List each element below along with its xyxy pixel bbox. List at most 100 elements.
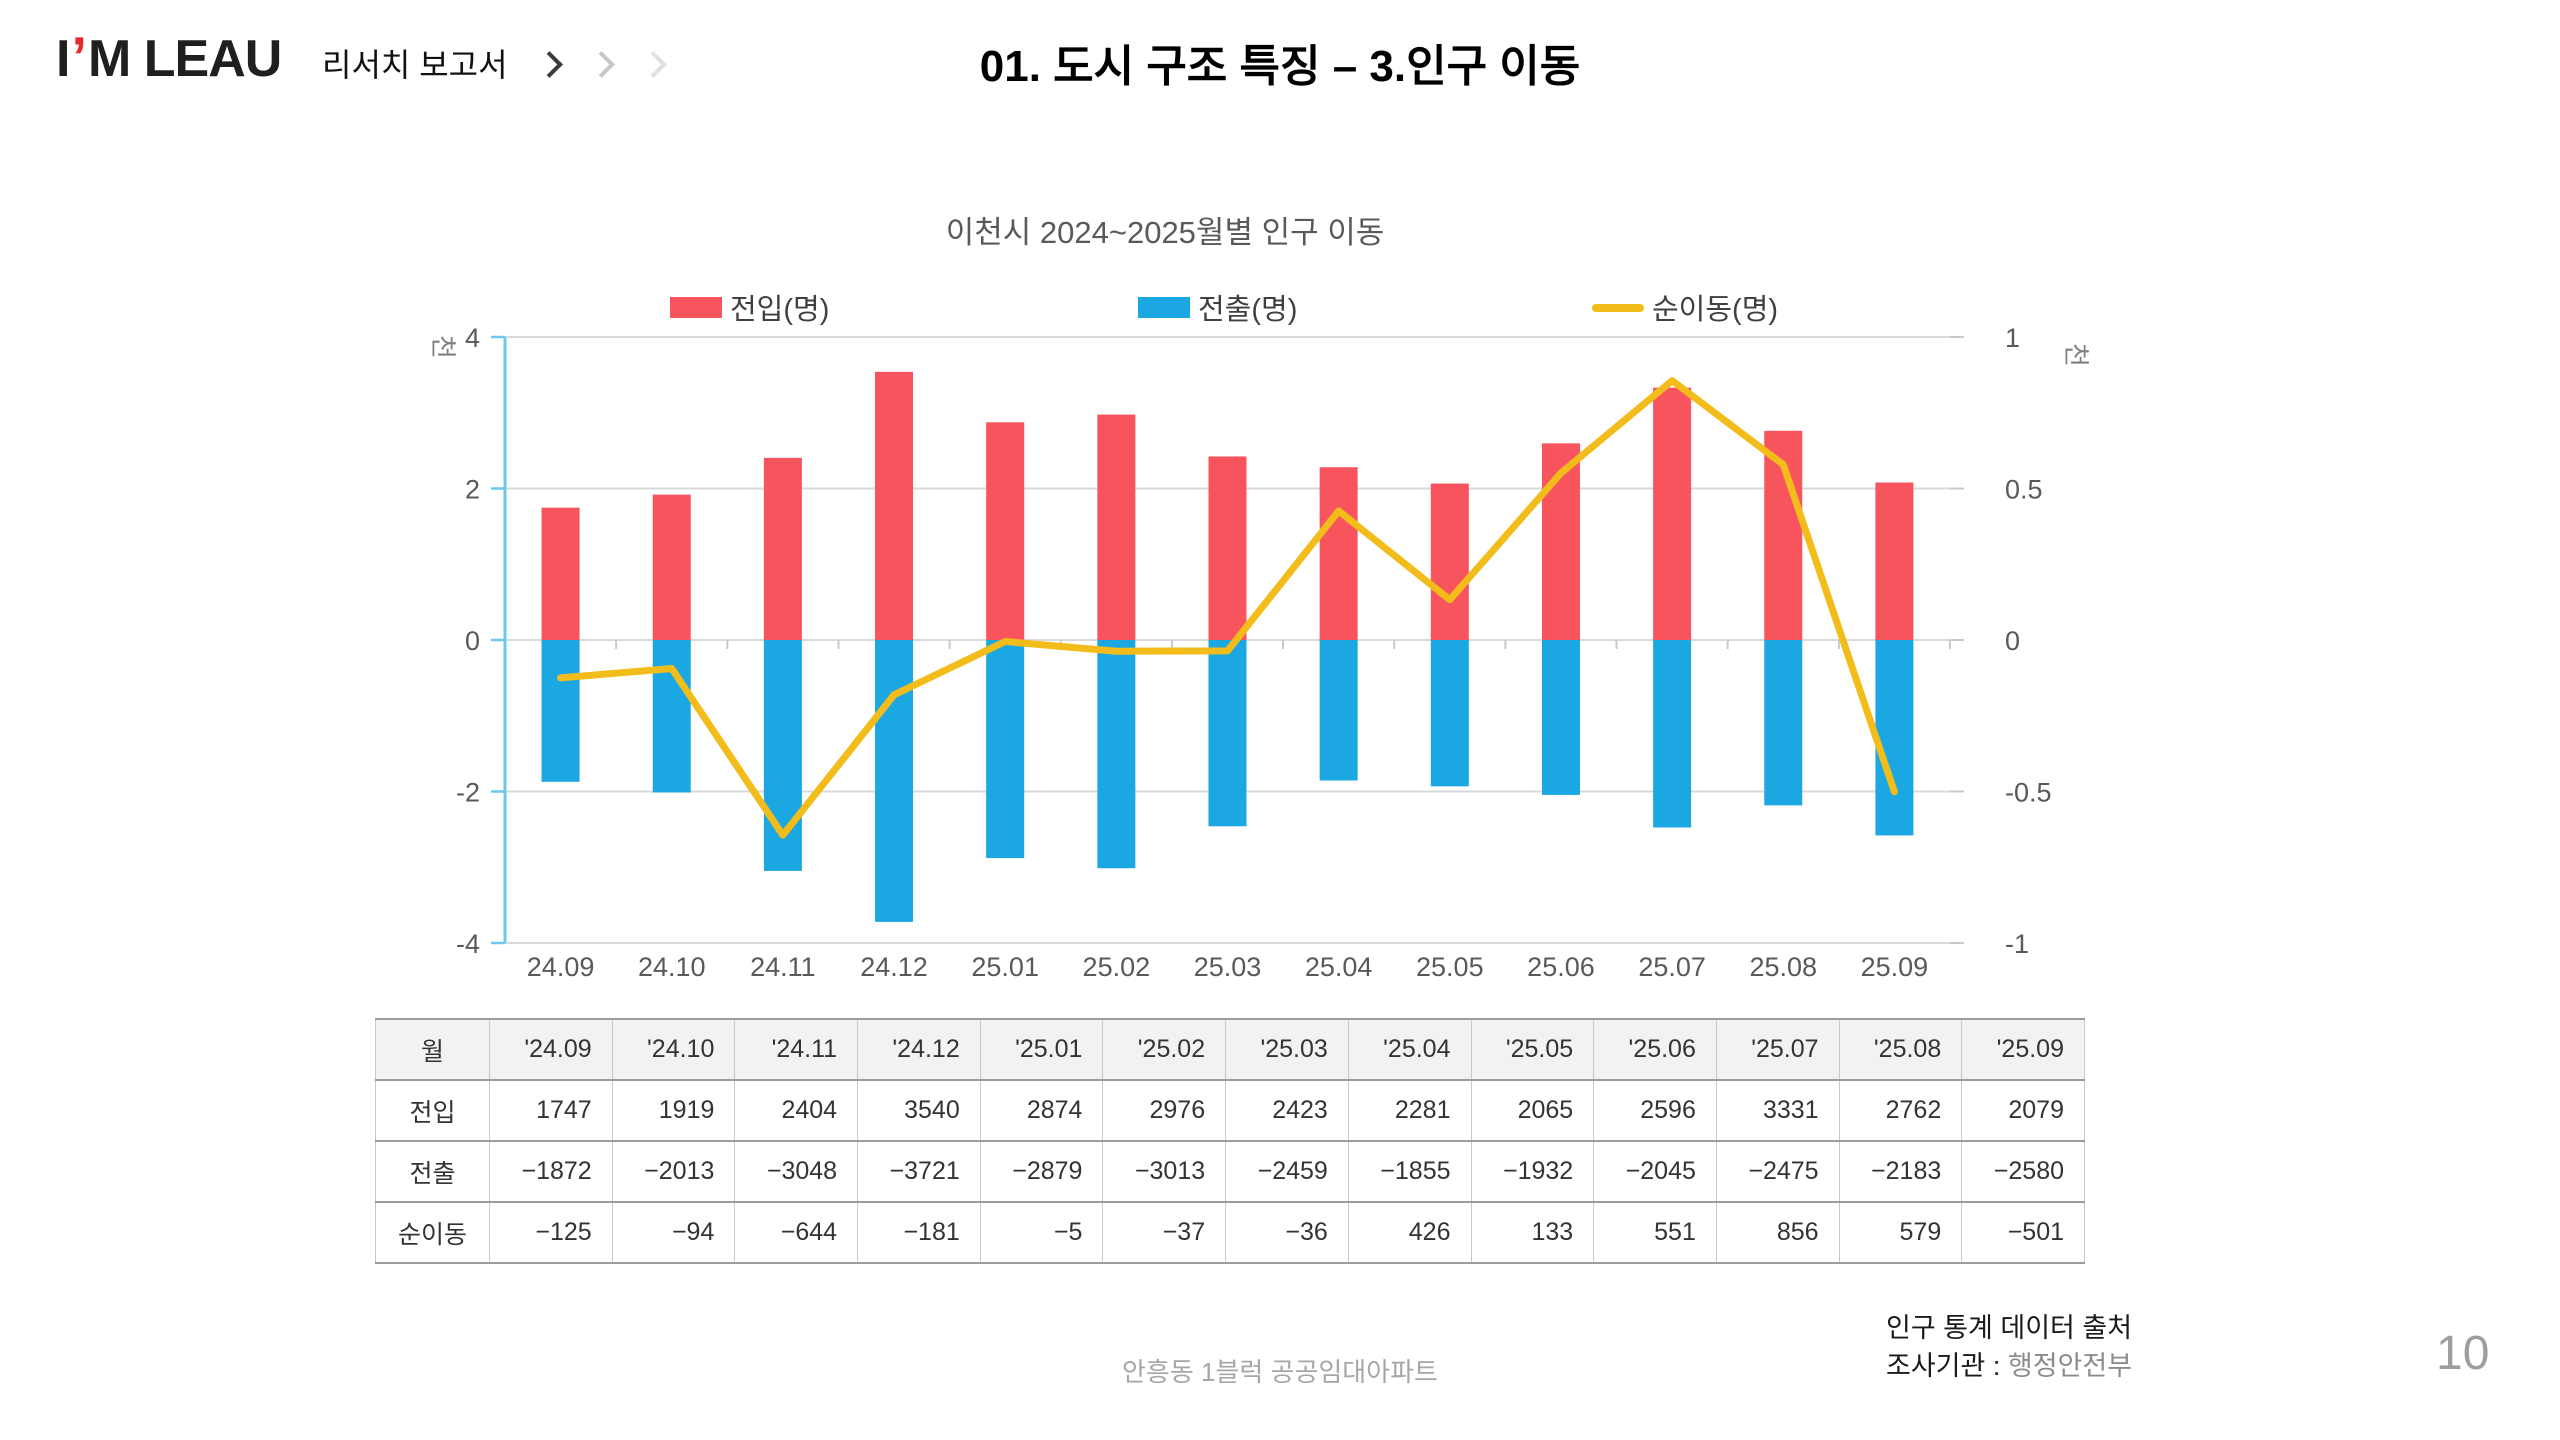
x-axis-label: 25.04	[1305, 952, 1373, 982]
x-axis-label: 24.11	[750, 952, 816, 982]
bar-inflow	[1319, 467, 1358, 640]
table-month-header: '24.10	[611, 1018, 736, 1081]
bar-outflow	[1208, 640, 1247, 827]
table-month-header: '25.02	[1102, 1018, 1227, 1081]
table-header-row: 월 '24.09'24.10'24.11'24.12'25.01'25.02'25…	[375, 1018, 2085, 1081]
bar-inflow	[652, 494, 691, 640]
table-month-header: '25.06	[1593, 1018, 1717, 1081]
table-value-cell: 133	[1470, 1201, 1595, 1264]
page-title: 01. 도시 구조 특징 – 3.인구 이동	[979, 42, 1581, 91]
right-axis-label: 0	[2005, 626, 2020, 656]
table-value-cell: 3540	[857, 1079, 981, 1142]
bar-inflow	[763, 457, 802, 640]
table-value-cell: 2874	[979, 1079, 1104, 1142]
bar-outflow	[1653, 640, 1692, 828]
table-value-cell: −3721	[857, 1140, 981, 1203]
table-value-cell: −2879	[979, 1140, 1104, 1203]
x-axis-label: 25.01	[971, 952, 1039, 982]
table-month-header: '25.03	[1225, 1018, 1349, 1081]
table-value-cell: −5	[979, 1201, 1104, 1264]
bar-outflow	[875, 640, 914, 922]
table-value-cell: −644	[734, 1201, 859, 1264]
table-value-cell: −1872	[489, 1140, 613, 1203]
table-value-cell: 1919	[611, 1079, 736, 1142]
right-axis-label: -1	[2005, 929, 2029, 959]
legend-label-outflow: 전출(명)	[1198, 294, 1298, 326]
x-axis-label: 25.08	[1749, 952, 1817, 982]
table-value-cell: −2183	[1838, 1140, 1963, 1203]
bar-inflow	[986, 422, 1025, 640]
table-row-label: 순이동	[375, 1201, 490, 1264]
table-value-cell: 426	[1347, 1201, 1472, 1264]
bar-outflow	[1875, 640, 1914, 836]
bar-outflow	[652, 640, 691, 793]
table-month-header: '25.09	[1961, 1018, 2085, 1081]
bar-inflow	[541, 507, 580, 640]
table-value-cell: −1932	[1470, 1140, 1595, 1203]
table-value-cell: 2404	[734, 1079, 859, 1142]
x-axis-label: 25.02	[1083, 952, 1151, 982]
legend-label-net: 순이동(명)	[1652, 294, 1779, 326]
bar-outflow	[1541, 640, 1580, 795]
table-row: 전입 1747 1919 2404 3540 2874 2976 2423 2281 2065 25…	[375, 1079, 2085, 1142]
chart-title: 이천시 2024~2025월별 인구 이동	[945, 215, 1385, 250]
breadcrumb: 리서치 보고서	[322, 40, 668, 86]
x-axis-label: 24.12	[860, 952, 928, 982]
footer-project-name: 안흥동 1블럭 공공임대아파트	[1122, 1357, 1438, 1387]
legend-swatch-outflow	[1138, 296, 1190, 318]
table-value-cell: 579	[1838, 1201, 1963, 1264]
brand-logo: I’M LEAU	[56, 24, 282, 89]
legend-swatch-net-line	[1592, 304, 1644, 312]
bar-inflow	[875, 371, 914, 640]
table-value-cell: −94	[611, 1201, 736, 1264]
breadcrumb-label: 리서치 보고서	[322, 47, 508, 83]
bar-inflow	[1875, 482, 1914, 640]
table-month-header: '24.12	[857, 1018, 981, 1081]
right-axis-label: 1	[2005, 323, 2020, 353]
x-axis-label: 25.09	[1861, 952, 1929, 982]
right-axis-unit: 천	[2061, 343, 2090, 367]
legend-item-net: 순이동(명)	[1592, 286, 1778, 328]
right-axis-label: -0.5	[2005, 778, 2052, 808]
left-axis-label: 0	[465, 626, 480, 656]
bar-outflow	[1097, 640, 1136, 869]
logo-apostrophe-mark: ’	[71, 25, 87, 88]
population-data-table: 월 '24.09'24.10'24.11'24.12'25.01'25.02'25…	[375, 1018, 2085, 1264]
x-axis-label: 24.10	[638, 952, 706, 982]
table-value-cell: −3013	[1102, 1140, 1227, 1203]
table-value-cell: 2596	[1593, 1079, 1717, 1142]
table-value-cell: −181	[857, 1201, 981, 1264]
legend-item-inflow: 전입(명)	[670, 286, 829, 328]
table-body: 전입 1747 1919 2404 3540 2874 2976 2423 2281 2065 25…	[375, 1079, 2085, 1264]
bar-inflow	[1653, 387, 1692, 640]
bar-outflow	[1764, 640, 1803, 806]
x-axis-label: 25.07	[1638, 952, 1706, 982]
legend-label-inflow: 전입(명)	[730, 294, 830, 326]
x-axis-label: 25.05	[1416, 952, 1484, 982]
page-number: 10	[2436, 1327, 2490, 1380]
x-axis-label: 25.06	[1527, 952, 1595, 982]
bar-outflow	[1430, 640, 1469, 787]
table-value-cell: 2976	[1102, 1079, 1227, 1142]
table-value-cell: −2475	[1715, 1140, 1840, 1203]
table-row-label: 전입	[375, 1079, 490, 1142]
table-value-cell: 2281	[1347, 1079, 1472, 1142]
legend-swatch-inflow	[670, 296, 722, 318]
bar-inflow	[1430, 483, 1469, 640]
table-value-cell: 3331	[1715, 1079, 1840, 1142]
bar-outflow	[541, 640, 580, 782]
table-value-cell: −3048	[734, 1140, 859, 1203]
table-value-cell: 2423	[1225, 1079, 1349, 1142]
left-axis-label: -4	[456, 929, 480, 959]
table-value-cell: −125	[489, 1201, 613, 1264]
x-axis-label: 24.09	[527, 952, 595, 982]
bar-outflow	[986, 640, 1025, 859]
table-value-cell: −2013	[611, 1140, 736, 1203]
source-title: 인구 통계 데이터 출처	[1886, 1313, 2133, 1343]
table-value-cell: −2045	[1593, 1140, 1717, 1203]
table-corner-cell: 월	[375, 1018, 490, 1081]
bar-outflow	[1319, 640, 1358, 781]
table-month-header: '25.08	[1838, 1018, 1963, 1081]
net-movement-line	[557, 377, 1898, 839]
table-month-header: '24.11	[734, 1018, 859, 1081]
